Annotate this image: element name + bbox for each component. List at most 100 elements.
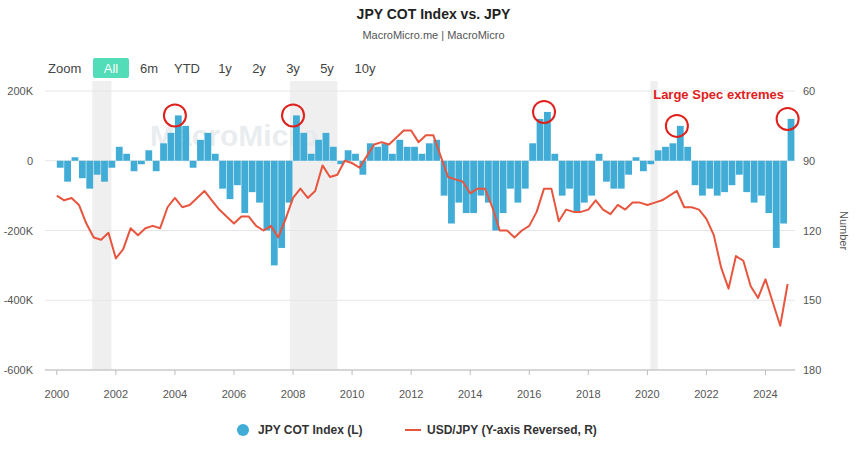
bar [544,112,551,161]
bar [101,161,108,182]
bar [212,154,219,161]
bar [182,126,189,161]
y-tick-label: 200K [7,85,33,97]
bar [574,161,581,213]
x-tick [470,370,471,375]
zoom-button-label[interactable]: All [104,61,119,76]
bar [190,161,197,168]
bar [57,161,64,168]
title: JPY COT Index vs. JPY [357,6,511,22]
shaded-range [92,81,111,370]
legend-label[interactable]: USD/JPY (Y-axis Reversed, R) [427,423,597,437]
zoom-button[interactable]: 2y [252,61,266,76]
x-tick-label: 2002 [104,388,128,400]
bar [551,154,558,161]
y2-tick-label: 180 [803,364,821,376]
bar [507,161,514,189]
y-tick-label: 0 [27,155,33,167]
zoom-button-label[interactable]: 1y [218,61,232,76]
grid-line [45,370,795,371]
zoom-button-label[interactable]: 6m [140,61,158,76]
zoom-button[interactable]: 5y [320,61,334,76]
grid [45,91,795,370]
bar [743,161,750,192]
bar [596,154,603,161]
zoom-button-label[interactable]: 3y [286,61,300,76]
x-tick-label: 2018 [576,388,600,400]
bar [227,161,234,199]
x-tick [115,370,116,375]
highlight-ellipse [164,104,186,126]
bar [116,147,123,161]
bar [72,157,79,160]
x-tick-label: 2024 [753,388,777,400]
x-tick-label: 2012 [399,388,423,400]
bar [780,161,787,224]
legend-swatch [237,424,249,436]
bar [699,161,706,196]
x-tick [293,370,294,375]
bar [788,119,795,161]
zoom-button-label[interactable]: 10y [355,61,376,76]
shaded-range [650,81,657,370]
zoom-button[interactable]: 1y [218,61,232,76]
bar [145,150,152,160]
bar [108,161,115,168]
bar [581,161,588,203]
bar [256,161,263,203]
zoom-button[interactable]: 6m [140,61,158,76]
zoom-label: Zoom [48,61,81,76]
zoom-button-label[interactable]: 2y [252,61,266,76]
bar [522,161,529,189]
x-tick-label: 2014 [458,388,482,400]
bar [751,161,758,203]
zoom-button[interactable]: 3y [286,61,300,76]
bar [706,161,713,189]
bar [404,147,411,161]
y-tick-label: -200K [4,225,34,237]
bar [537,119,544,161]
highlight-ellipse [666,115,688,137]
legend-item[interactable]: JPY COT Index (L) [237,423,362,437]
bar [168,133,175,161]
bar [234,161,241,185]
bar [478,161,485,196]
plot-area [57,112,795,326]
bar [426,143,433,160]
bar [241,161,248,213]
bar [419,154,426,161]
legend-label[interactable]: JPY COT Index (L) [258,423,362,437]
bar [382,143,389,160]
chart: JPY COT Index vs. JPYMacroMicro.me | Mac… [0,0,867,460]
zoom-button[interactable]: YTD [174,61,200,76]
bar [264,161,271,231]
legend-item[interactable]: USD/JPY (Y-axis Reversed, R) [405,423,597,437]
x-tick-label: 2010 [340,388,364,400]
bar [345,150,352,160]
bar [286,161,293,203]
x-tick-label: 2004 [163,388,187,400]
highlight-ellipse [533,101,555,123]
bar [670,143,677,160]
bar [500,161,507,213]
zoom-button-label[interactable]: YTD [174,61,200,76]
x-tick [765,370,766,375]
bar [640,161,647,171]
bar [655,150,662,160]
bar [692,161,699,185]
bar [197,140,204,161]
zoom-button-label[interactable]: 5y [320,61,334,76]
zoom-button[interactable]: All [93,58,129,78]
bar [79,161,86,178]
zoom-button[interactable]: 10y [355,61,376,76]
bar [315,140,322,161]
y2-tick-label: 150 [803,294,821,306]
x-tick-label: 2006 [222,388,246,400]
bar [773,161,780,248]
x-tick [647,370,648,375]
bar [610,161,617,189]
bar [389,154,396,161]
line [57,131,788,326]
bar [765,161,772,213]
bar [374,147,381,161]
